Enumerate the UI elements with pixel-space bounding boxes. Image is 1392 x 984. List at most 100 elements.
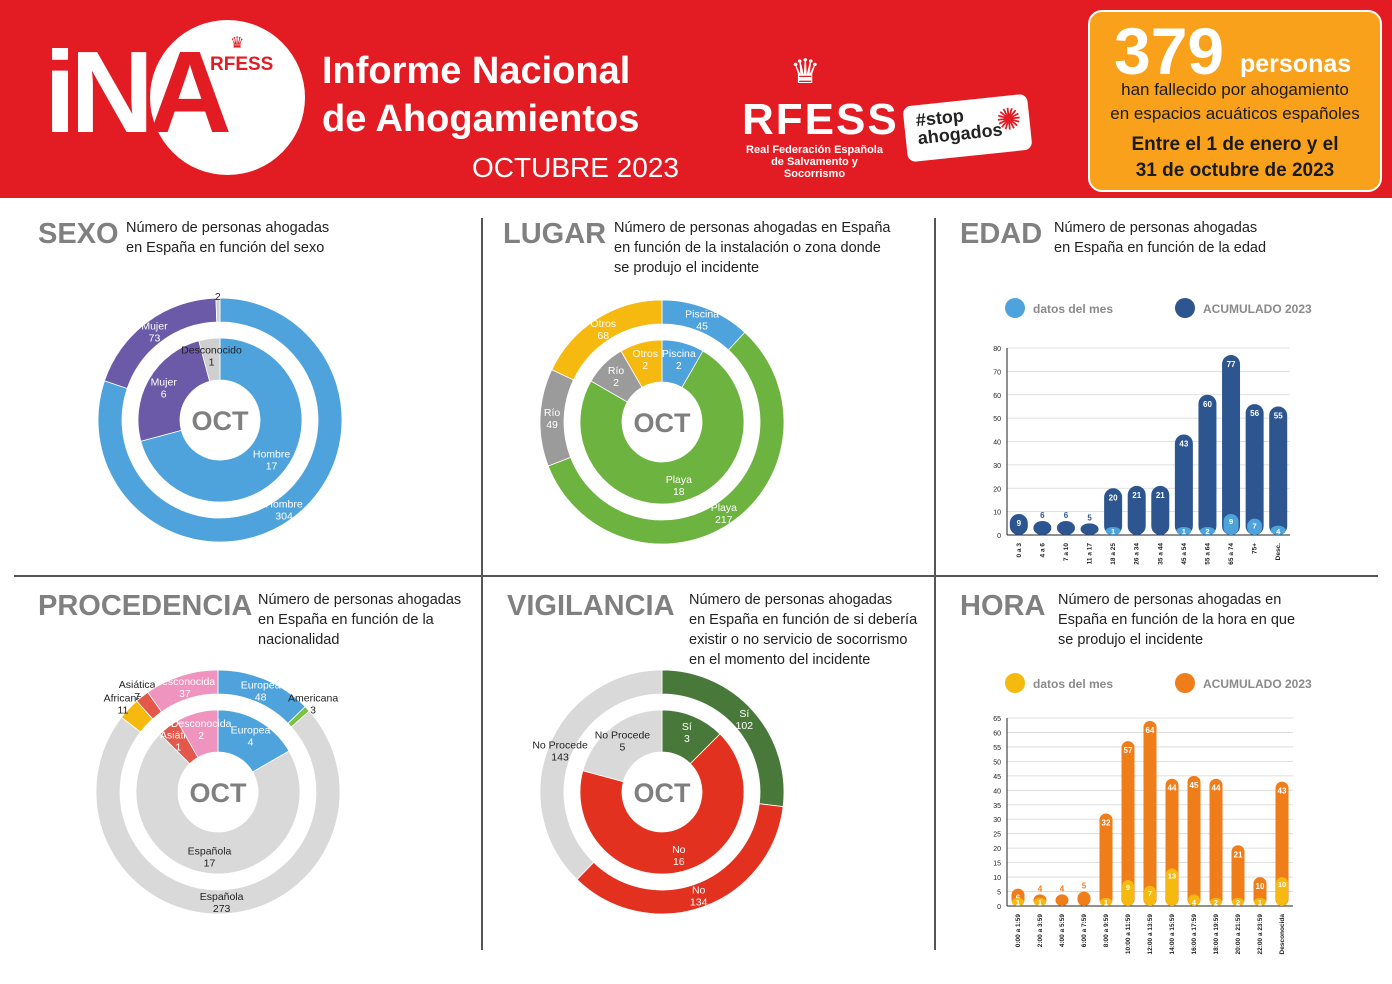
procedencia-outer-value-desconocida: 37	[179, 688, 191, 700]
procedencia-outer-label-europea: Europea	[241, 680, 281, 692]
procedencia-outer-label-americana: Americana	[288, 692, 338, 704]
section-title-vigilancia: VIGILANCIA	[507, 590, 675, 622]
hora-bar-acumulado-label-11: 10	[1256, 882, 1265, 891]
procedencia-outer-label-asiatica: Asiática	[119, 679, 156, 691]
edad-bar-mes-10	[1247, 518, 1263, 535]
hora-bar-acumulado-5	[1121, 741, 1135, 906]
edad-bar-mes-label-7: 1	[1182, 527, 1186, 536]
hora-bar-mes-12	[1276, 877, 1288, 906]
vigilancia-inner-value-no-procede: 5	[620, 741, 626, 753]
sexo-inner-value-mujer: 6	[161, 389, 167, 401]
hora-bar-mes-label-8: 4	[1192, 898, 1197, 907]
edad-bar-acumulado-label-2: 6	[1064, 511, 1069, 520]
vigilancia-outer-value-no-procede: 143	[551, 752, 569, 764]
hora-bar-mes-10	[1232, 898, 1244, 906]
sexo-outer-slice-desconocido	[215, 297, 221, 323]
hora-ytick-label: 45	[993, 774, 1001, 781]
edad-ytick-label: 30	[993, 463, 1001, 470]
lugar-inner-label-playa: Playa	[666, 474, 692, 486]
lugar-inner-value-otros: 2	[642, 360, 648, 372]
procedencia-outer-value-americana: 3	[310, 704, 316, 716]
procedencia-outer-label-desconocida: Desconocida	[154, 676, 215, 688]
edad-bar-acumulado-8	[1198, 394, 1217, 535]
lugar-donut-chart: Piscina45Playa217Río49Otros68Piscina2Pla…	[539, 299, 785, 545]
procedencia-outer-value-asiatica: 7	[134, 691, 140, 703]
callout-date-line1: Entre el 1 de enero y el	[1131, 134, 1339, 155]
edad-xtick-label-8: 55 a 64	[1204, 543, 1211, 565]
edad-bar-acumulado-4	[1104, 488, 1123, 535]
procedencia-inner-value-europea: 4	[248, 737, 254, 749]
stop-ahogados-badge: #stop ahogados ✺	[902, 93, 1033, 163]
hora-ytick-label: 25	[993, 832, 1001, 839]
edad-bar-acumulado-5	[1127, 485, 1146, 535]
report-title-line1: Informe Nacional	[322, 50, 631, 92]
vigilancia-outer-label-si: Sí	[739, 708, 749, 720]
edad-bar-acumulado-3	[1080, 523, 1099, 535]
sexo-inner-label-hombre: Hombre	[253, 449, 291, 461]
hora-ytick-label: 60	[993, 730, 1001, 737]
lugar-inner-value-playa: 18	[673, 486, 685, 498]
hora-legend-label-datos-del-mes: datos del mes	[1033, 677, 1113, 691]
edad-legend-label-acumulado-2023: ACUMULADO 2023	[1203, 302, 1312, 316]
vigilancia-inner-label-no: No	[672, 844, 686, 856]
hora-ytick-label: 0	[997, 904, 1001, 911]
hora-bar-acumulado-9	[1209, 778, 1223, 906]
divider-vertical-1	[481, 218, 483, 950]
section-title-sexo: SEXO	[38, 218, 119, 250]
section-desc-hora: Número de personas ahogadas en España en …	[1058, 592, 1296, 648]
procedencia-outer-value-espanola: 273	[213, 903, 231, 915]
sexo-outer-label-hombre: Hombre	[265, 498, 303, 510]
logo-circle	[150, 20, 305, 175]
hora-bar-acumulado-10	[1231, 845, 1245, 906]
edad-bar-acumulado-label-7: 43	[1179, 439, 1188, 448]
rfess-logo: RFESS	[742, 95, 899, 144]
vigilancia-outer-value-no: 134	[690, 897, 708, 909]
vigilancia-outer-label-no: No	[692, 885, 706, 897]
hora-ytick-label: 65	[993, 716, 1001, 723]
total-callout: 379 personas han fallecido por ahogamien…	[1088, 10, 1382, 192]
section-title-hora: HORA	[960, 590, 1046, 622]
procedencia-outer-label-africana: Africana	[104, 692, 143, 704]
total-unit: personas	[1240, 50, 1352, 78]
hora-legend-swatch-datos-del-mes	[1005, 673, 1025, 693]
edad-bar-acumulado-label-11: 55	[1274, 411, 1283, 420]
edad-bar-acumulado-label-0: 9	[1017, 519, 1022, 528]
procedencia-center-label: OCT	[190, 778, 248, 808]
hora-bar-mes-6	[1144, 885, 1156, 906]
edad-xtick-label-10: 75+	[1252, 543, 1259, 554]
hora-ytick-label: 40	[993, 788, 1001, 795]
edad-ytick-label: 60	[993, 393, 1001, 400]
edad-xtick-label-11: Desc.	[1275, 543, 1282, 561]
hora-ytick-label: 35	[993, 803, 1001, 810]
lugar-outer-label-rio: Río	[544, 407, 561, 419]
sexo-outer-label-mujer: Mujer	[141, 321, 168, 333]
vigilancia-inner-value-si: 3	[684, 733, 690, 745]
lifebuoy-icon: ✺	[994, 102, 1024, 138]
vigilancia-center-label: OCT	[634, 778, 692, 808]
hora-ytick-label: 20	[993, 846, 1001, 853]
lugar-inner-label-rio: Río	[608, 365, 625, 377]
edad-ytick-label: 70	[993, 369, 1001, 376]
logo-sub: RFESS	[210, 54, 274, 75]
sexo-outer-value-hombre: 304	[275, 510, 293, 522]
total-number: 379	[1114, 14, 1225, 88]
hora-bar-acumulado-label-3: 5	[1082, 882, 1087, 891]
hora-xtick-label-7: 14:00 a 15:59	[1169, 914, 1176, 955]
edad-legend-swatch-acumulado-2023	[1175, 298, 1195, 318]
edad-bar-acumulado-6	[1151, 485, 1170, 535]
lugar-inner-value-piscina: 2	[676, 360, 682, 372]
edad-bar-acumulado-label-8: 60	[1203, 400, 1212, 409]
org-name: Real Federación Española de Salvamento y…	[746, 144, 883, 180]
edad-bar-mes-4	[1105, 527, 1121, 535]
edad-bar-mes-label-11: 4	[1276, 527, 1281, 536]
hora-bar-acumulado-12	[1275, 781, 1289, 906]
report-title-line2: de Ahogamientos	[322, 98, 640, 140]
sexo-inner-value-hombre: 17	[266, 461, 278, 473]
stop-hashtag: #stop ahogados	[914, 105, 1004, 149]
rfess-crown-icon: ♛	[790, 53, 821, 91]
hora-xtick-label-12: Desconocida	[1279, 914, 1286, 955]
hora-bar-mes-label-12: 10	[1278, 880, 1286, 889]
edad-ytick-label: 40	[993, 440, 1001, 447]
hora-bar-acumulado-label-4: 32	[1102, 818, 1111, 827]
